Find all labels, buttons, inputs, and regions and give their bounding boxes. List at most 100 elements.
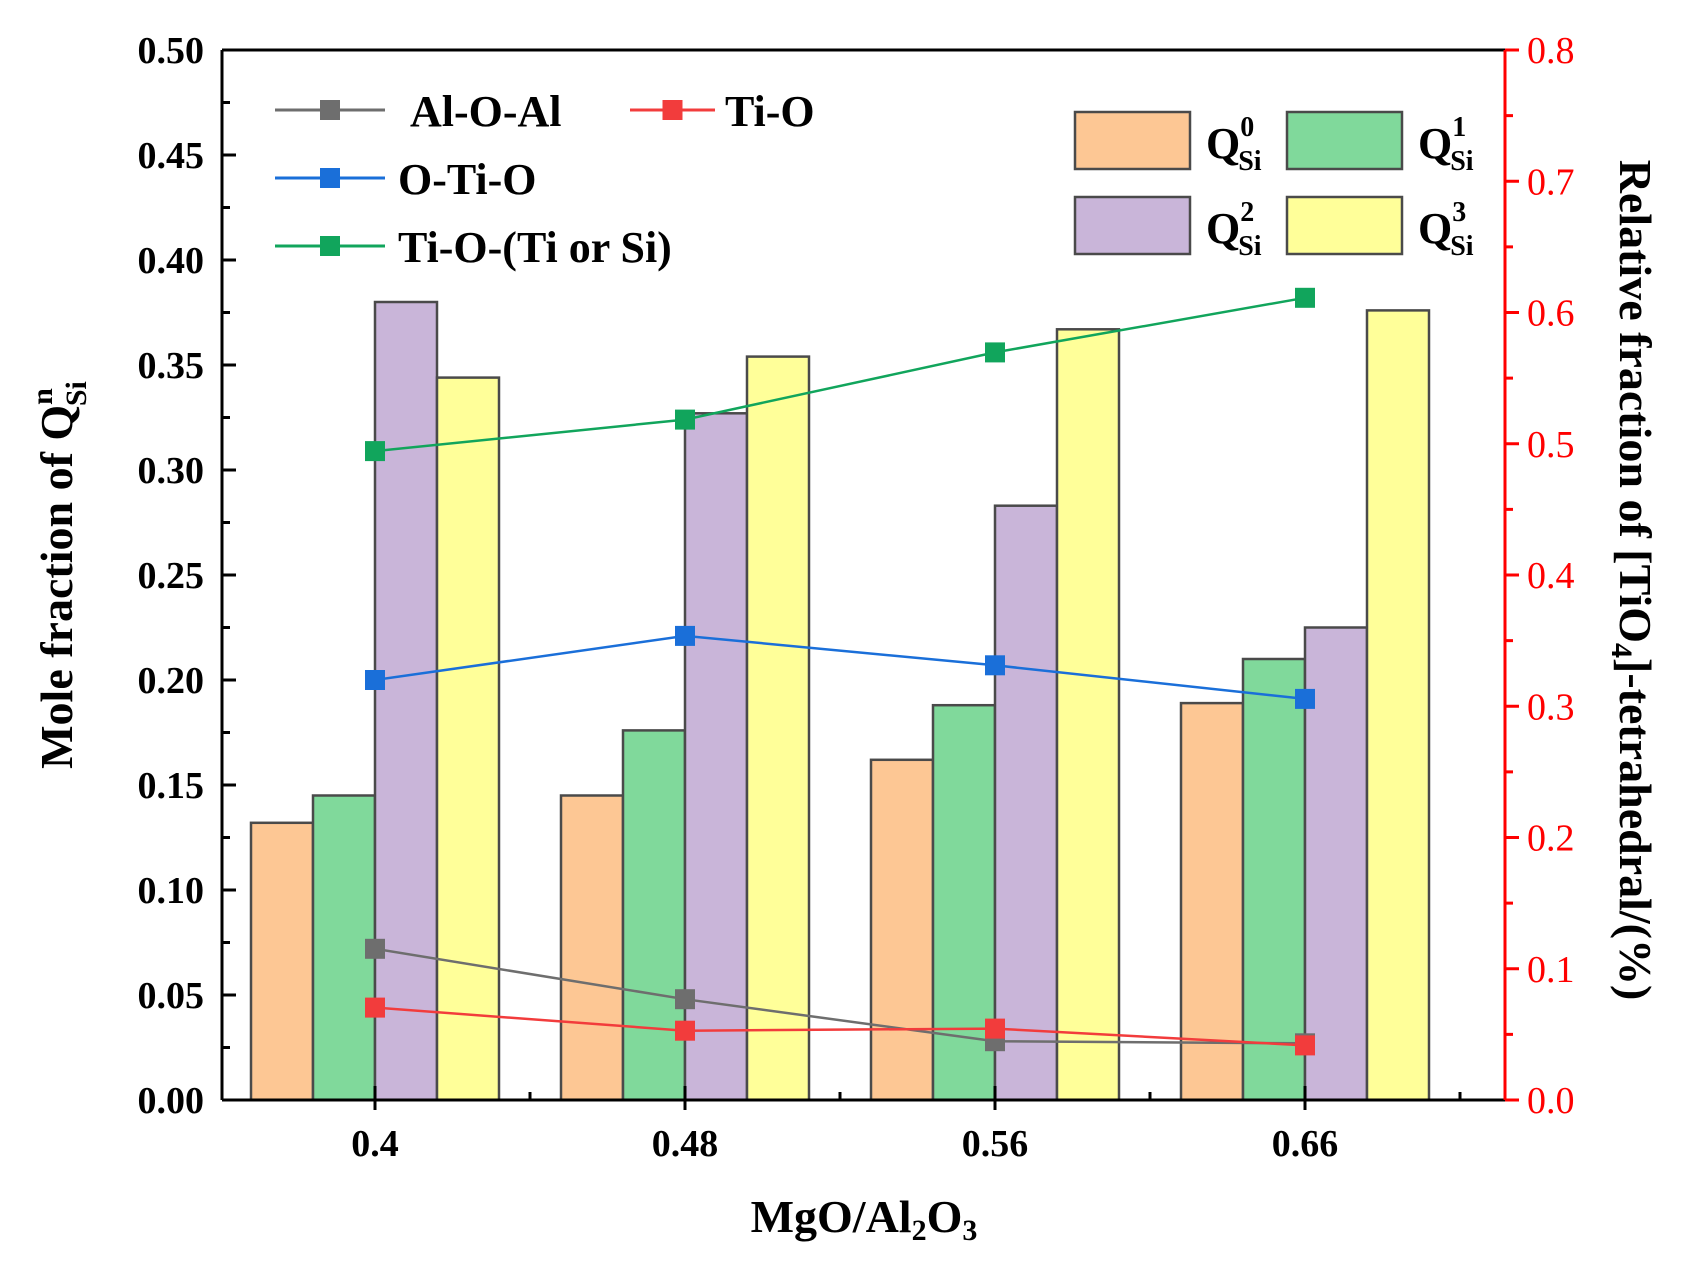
bar-q1-0.48: [621, 729, 687, 1102]
right-tick-label: 0.3: [1527, 686, 1575, 728]
bar-q3-0.56: [1055, 328, 1121, 1102]
legend-line-label: Ti-O: [725, 87, 815, 136]
marker-ti-o-ti-or-si--0.56: [985, 342, 1005, 363]
bar-q1-0.4: [311, 794, 377, 1102]
legend-bar-swatch: [1073, 110, 1192, 171]
legend-bar-label-sub: Si: [1238, 146, 1262, 177]
bar-q3-0.48: [745, 355, 811, 1102]
legend-line-label: Al-O-Al: [410, 87, 562, 136]
bar-q2-0.4: [373, 300, 439, 1102]
x-tick-label: 0.4: [351, 1123, 399, 1165]
x-tick-label: 0.66: [1272, 1123, 1339, 1165]
right-tick-label: 0.4: [1527, 555, 1575, 597]
legend-bar-label-q: Q: [1206, 204, 1240, 253]
legend-bar-label-sup: 2: [1240, 197, 1254, 228]
left-tick-label: 0.25: [138, 555, 205, 597]
legend-bar-label-sup: 1: [1452, 112, 1466, 143]
y-axis-title-main: Mole fraction of Q: [31, 405, 82, 769]
legend-bar-label-sup: 0: [1240, 112, 1254, 143]
marker-ti-o-ti-or-si--0.66: [1295, 287, 1315, 308]
lines-layer: [365, 287, 1315, 1056]
right-tick-label: 0.1: [1527, 949, 1575, 991]
legend-marker-swatch: [320, 236, 340, 256]
legend-bar-label: Q2 Si: [1206, 197, 1262, 262]
right-tick-label: 0.5: [1527, 424, 1575, 466]
legend-bar-swatch: [1073, 195, 1192, 256]
marker-ti-o-ti-or-si--0.4: [365, 441, 385, 462]
left-tick-label: 0.20: [138, 660, 205, 702]
legend-bar-label-sup: 3: [1452, 197, 1466, 228]
left-tick-label: 0.30: [138, 450, 205, 492]
legend-bar-label: Q3 Si: [1418, 197, 1474, 262]
bar-q2-0.56: [993, 504, 1059, 1102]
marker-al-o-al-0.4: [365, 938, 385, 959]
right-tick-label: 0.0: [1527, 1080, 1575, 1122]
x-tick-label: 0.56: [962, 1123, 1029, 1165]
line-ti-o-ti-or-si-: [374, 296, 1306, 453]
right-tick-label: 0.8: [1527, 30, 1575, 72]
x-axis-title-sub2: 3: [962, 1214, 977, 1247]
y-axis-title: Mole fraction of QnSi: [26, 381, 93, 769]
legend-marker-swatch: [320, 168, 340, 188]
left-tick-label: 0.40: [138, 240, 205, 282]
left-tick-label: 0.45: [138, 135, 205, 177]
legend-marker-swatch: [662, 100, 683, 120]
legend-bar-label-q: Q: [1418, 204, 1452, 253]
marker-al-o-al-0.48: [675, 989, 695, 1010]
marker-ti-o-0.4: [365, 997, 385, 1018]
bars-layer: [249, 300, 1431, 1102]
left-tick-label: 0.10: [138, 870, 205, 912]
bar-q3-0.4: [435, 376, 501, 1102]
x-axis-title-sub1: 2: [912, 1214, 927, 1247]
left-tick-label: 0.50: [138, 30, 205, 72]
marker-o-ti-o-0.56: [985, 655, 1005, 676]
x-tick-label: 0.48: [652, 1123, 719, 1165]
legend-layer: Al-O-Al Ti-OO-Ti-OTi-O-(Ti or Si)Q0 Si Q1 Si…: [275, 87, 1474, 272]
left-tick-label: 0.00: [138, 1080, 205, 1122]
marker-o-ti-o-0.48: [675, 625, 695, 646]
legend-bar-label-sub: Si: [1450, 231, 1474, 262]
right-tick-label: 0.7: [1527, 161, 1575, 203]
bar-q0-0.66: [1179, 701, 1245, 1102]
x-axis-title: MgO/Al2O3: [751, 1191, 978, 1247]
right-tick-label: 0.2: [1527, 818, 1575, 860]
left-tick-label: 0.05: [138, 975, 205, 1017]
legend-line-label: O-Ti-O: [398, 155, 537, 204]
axes-layer: 0.000.050.100.150.200.250.300.350.400.45…: [138, 30, 1575, 1165]
legend-bar-label: Q0 Si: [1206, 112, 1262, 177]
line-al-o-al: [374, 947, 1306, 1045]
marker-ti-o-0.56: [985, 1018, 1005, 1039]
y2-axis-title-rest: ]-tetrahedral/(%): [1610, 658, 1661, 1000]
bar-q0-0.56: [869, 758, 935, 1102]
legend-bar-label-sub: Si: [1450, 146, 1474, 177]
legend-bar-label-q: Q: [1206, 119, 1240, 168]
x-axis-title-main: MgO/Al: [751, 1191, 912, 1242]
marker-ti-o-ti-or-si--0.48: [675, 409, 695, 430]
legend-bar-label-q: Q: [1418, 119, 1452, 168]
left-tick-label: 0.35: [138, 345, 205, 387]
y-axis-title-sub: Si: [60, 381, 93, 406]
x-axis-title-mid: O: [927, 1191, 963, 1242]
legend-line-label: Ti-O-(Ti or Si): [398, 223, 672, 272]
right-tick-label: 0.6: [1527, 293, 1575, 335]
line-o-ti-o: [374, 634, 1306, 701]
bar-q2-0.66: [1303, 626, 1369, 1102]
legend-bar-swatch: [1285, 110, 1404, 171]
bar-q3-0.66: [1365, 309, 1431, 1102]
left-tick-label: 0.15: [138, 765, 205, 807]
line-ti-o: [374, 1006, 1306, 1047]
y2-axis-title-sub: 4: [1605, 643, 1638, 658]
legend-bar-swatch: [1285, 195, 1404, 256]
marker-o-ti-o-0.66: [1295, 688, 1315, 709]
bar-q0-0.48: [559, 794, 625, 1102]
legend-bar-label: Q1 Si: [1418, 112, 1474, 177]
legend-bar-label-sub: Si: [1238, 231, 1262, 262]
legend-marker-swatch: [320, 100, 340, 120]
bar-q0-0.4: [249, 821, 315, 1102]
y2-axis-title: Relative fraction of [TiO4]-tetrahedral/…: [1605, 160, 1661, 1001]
y2-axis-title-main: Relative fraction of [TiO: [1610, 160, 1661, 643]
marker-ti-o-0.66: [1295, 1035, 1315, 1056]
